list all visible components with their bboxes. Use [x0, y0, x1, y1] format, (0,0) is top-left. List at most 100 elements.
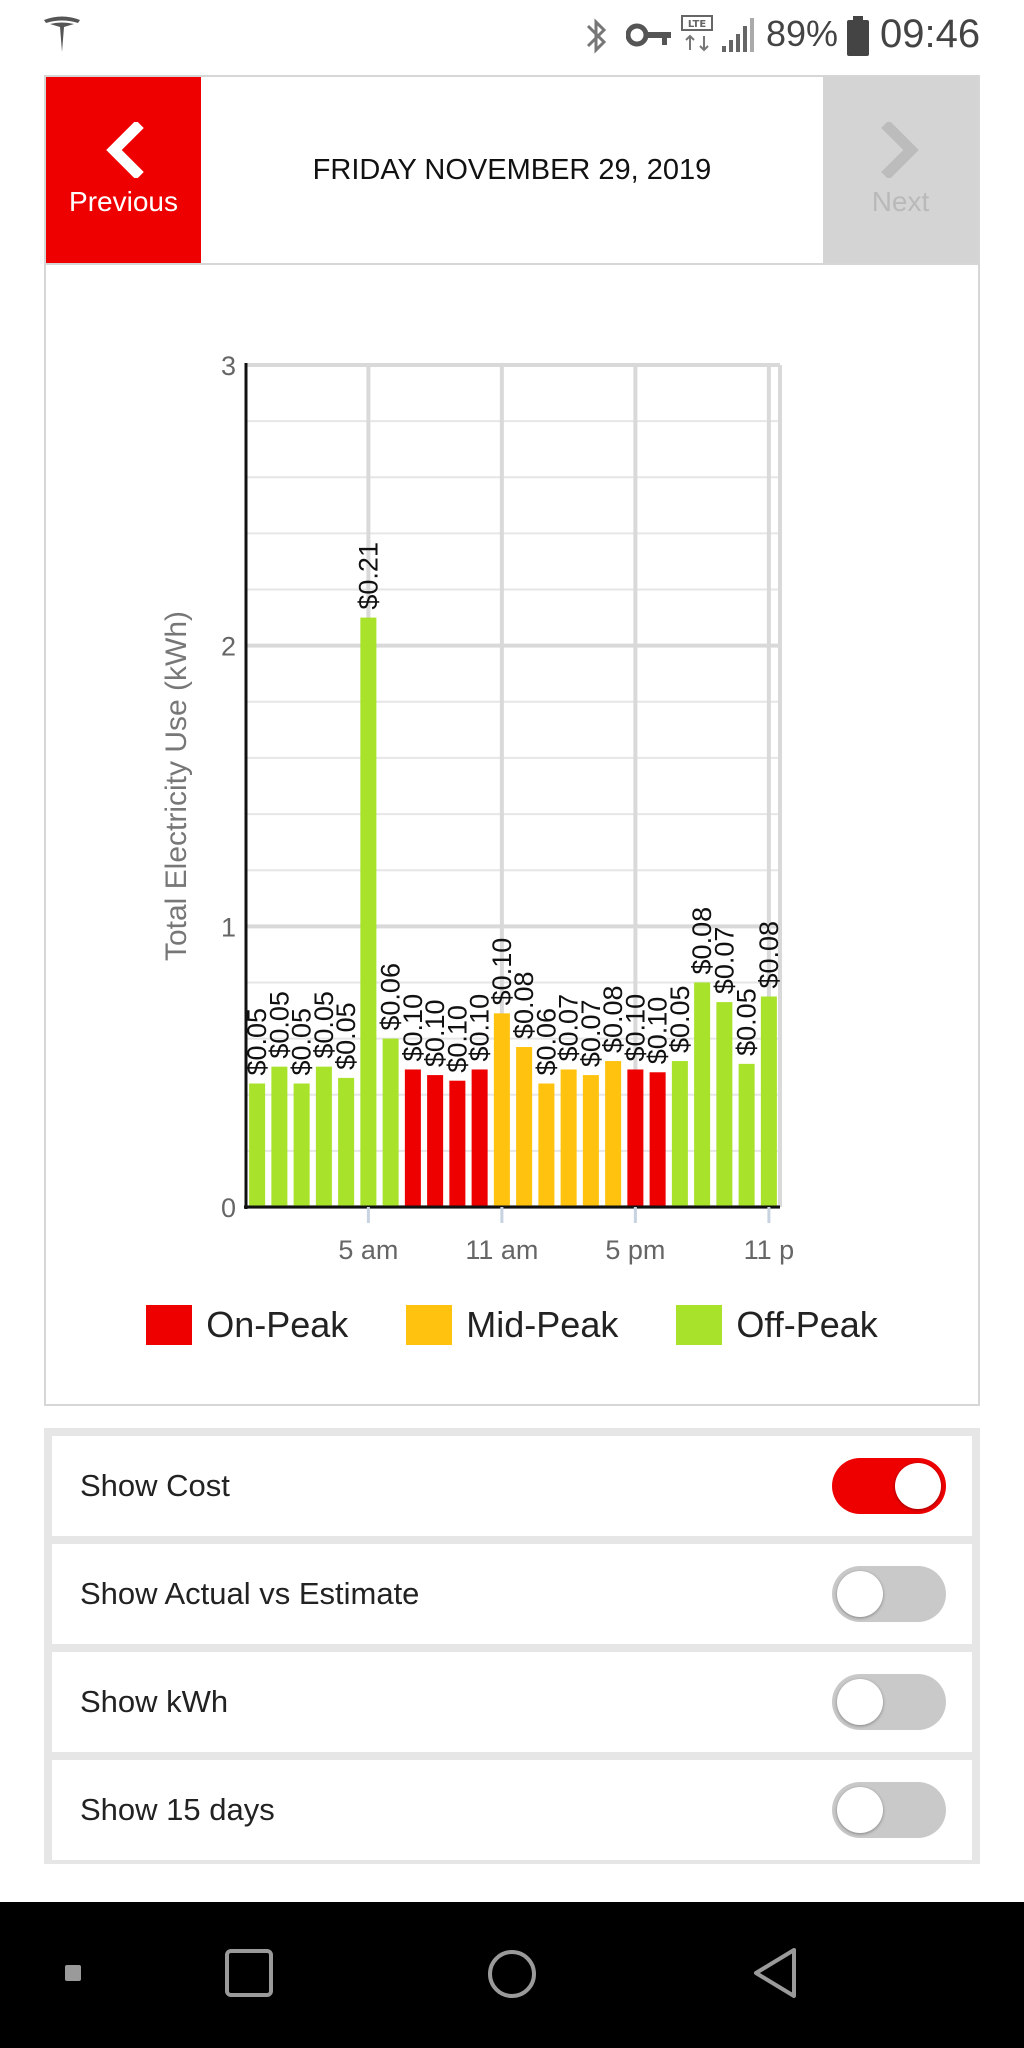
cost-label: $0.05	[665, 985, 695, 1053]
setting-row: Show Cost	[52, 1436, 972, 1536]
chevron-right-icon	[880, 122, 919, 178]
next-day-button[interactable]: Next	[823, 77, 978, 263]
bar-hour-13	[538, 1083, 555, 1207]
cost-label: $0.07	[554, 994, 584, 1062]
cost-label: $0.08	[598, 985, 628, 1053]
status-bar: LTE 89% 09:46	[0, 0, 1024, 68]
legend-label: Off-Peak	[736, 1304, 878, 1345]
legend-swatch	[676, 1305, 723, 1345]
y-tick-label: 3	[221, 351, 236, 381]
bar-hour-17	[627, 1069, 644, 1207]
toggle-knob	[837, 1679, 883, 1725]
cost-label: $0.10	[442, 1005, 472, 1073]
toggle-knob	[895, 1463, 941, 1509]
key-icon	[626, 23, 671, 47]
cost-label: $0.05	[264, 991, 294, 1059]
home-icon[interactable]	[486, 1948, 538, 2000]
cost-label: $0.21	[353, 542, 383, 610]
setting-row: Show kWh	[52, 1652, 972, 1752]
clock: 09:46	[880, 12, 981, 56]
bar-hour-4	[338, 1077, 355, 1207]
y-tick-label: 2	[221, 632, 236, 662]
bar-hour-5	[360, 617, 377, 1207]
recents-small-icon[interactable]	[64, 1964, 82, 1982]
bar-hour-12	[516, 1047, 533, 1207]
y-tick-label: 1	[221, 912, 236, 942]
cost-label: $0.05	[309, 991, 339, 1059]
x-tick-label: 5 pm	[605, 1235, 665, 1265]
chart-legend: On-Peak Mid-Peak Off-Peak	[46, 1295, 978, 1355]
toggle-switch[interactable]	[832, 1458, 946, 1514]
cost-label: $0.10	[643, 997, 673, 1065]
bar-hour-14	[560, 1069, 577, 1207]
bar-hour-18	[649, 1072, 666, 1207]
cost-label: $0.10	[420, 1000, 450, 1068]
toggle-knob	[837, 1787, 883, 1833]
bar-hour-0	[249, 1083, 266, 1207]
cost-label: $0.05	[287, 1008, 317, 1076]
cost-label: $0.07	[576, 1000, 606, 1068]
chevron-left-icon	[105, 122, 144, 178]
setting-row: Show Actual vs Estimate	[52, 1544, 972, 1644]
bluetooth-icon	[586, 18, 607, 54]
bar-hour-7	[404, 1069, 421, 1207]
bar-hour-8	[427, 1075, 444, 1207]
next-label: Next	[871, 186, 930, 217]
setting-label: Show Actual vs Estimate	[80, 1576, 420, 1611]
toggle-switch[interactable]	[832, 1782, 946, 1838]
usage-chart: $0.05$0.05$0.05$0.05$0.05$0.21$0.06$0.10…	[160, 351, 795, 1265]
legend-item-mid: Mid-Peak	[406, 1304, 618, 1346]
legend-item-on: On-Peak	[146, 1304, 348, 1346]
legend-label: Mid-Peak	[466, 1304, 619, 1345]
bar-hour-10	[471, 1069, 488, 1207]
bar-hour-21	[716, 1002, 733, 1207]
bar-hour-22	[738, 1063, 755, 1207]
toggle-switch[interactable]	[832, 1566, 946, 1622]
bar-hour-1	[271, 1066, 288, 1207]
legend-swatch	[406, 1305, 453, 1345]
lte-icon: LTE	[681, 15, 713, 52]
cost-label: $0.10	[398, 994, 428, 1062]
battery-icon	[847, 16, 869, 56]
bar-hour-9	[449, 1080, 466, 1207]
chart-options-list: Show Cost Show Actual vs Estimate Show kWh…	[44, 1428, 980, 1864]
setting-row: Show 15 days	[52, 1760, 972, 1860]
back-icon[interactable]	[750, 1946, 800, 2000]
bar-hour-23	[760, 996, 777, 1207]
bar-hour-6	[382, 1038, 399, 1207]
previous-day-button[interactable]: Previous	[46, 77, 201, 263]
cost-label: $0.10	[487, 938, 517, 1006]
date-navigation: Previous FRIDAY NOVEMBER 29, 2019 Next	[44, 75, 980, 265]
bar-hour-2	[293, 1083, 310, 1207]
battery-percent: 89%	[766, 13, 839, 54]
y-tick-label: 0	[221, 1193, 236, 1223]
legend-label: On-Peak	[206, 1304, 349, 1345]
overview-icon[interactable]	[224, 1948, 274, 1998]
toggle-switch[interactable]	[832, 1674, 946, 1730]
y-axis-label: Total Electricity Use (kWh)	[160, 611, 193, 961]
bar-hour-3	[315, 1066, 332, 1207]
previous-label: Previous	[69, 186, 178, 217]
cost-label: $0.10	[465, 994, 495, 1062]
cost-label: $0.05	[732, 988, 762, 1056]
bar-hour-16	[605, 1061, 622, 1207]
cost-label: $0.10	[620, 994, 650, 1062]
svg-text:LTE: LTE	[688, 19, 707, 30]
setting-label: Show Cost	[80, 1468, 230, 1503]
cost-label: $0.07	[709, 927, 739, 995]
cost-label: $0.06	[531, 1008, 561, 1076]
legend-item-off: Off-Peak	[676, 1304, 878, 1346]
cost-label: $0.08	[687, 907, 717, 975]
bar-hour-11	[493, 1013, 510, 1207]
cost-label: $0.05	[331, 1002, 361, 1070]
setting-label: Show 15 days	[80, 1792, 275, 1827]
x-tick-label: 5 am	[338, 1235, 398, 1265]
signal-icon	[722, 18, 754, 52]
bar-hour-15	[582, 1075, 599, 1207]
legend-swatch	[146, 1305, 193, 1345]
tesla-logo-icon	[44, 16, 80, 52]
x-tick-label: 11 p	[744, 1235, 795, 1265]
cost-label: $0.08	[754, 921, 784, 989]
android-navigation-bar	[0, 1902, 1024, 2048]
bar-hour-20	[694, 982, 711, 1207]
